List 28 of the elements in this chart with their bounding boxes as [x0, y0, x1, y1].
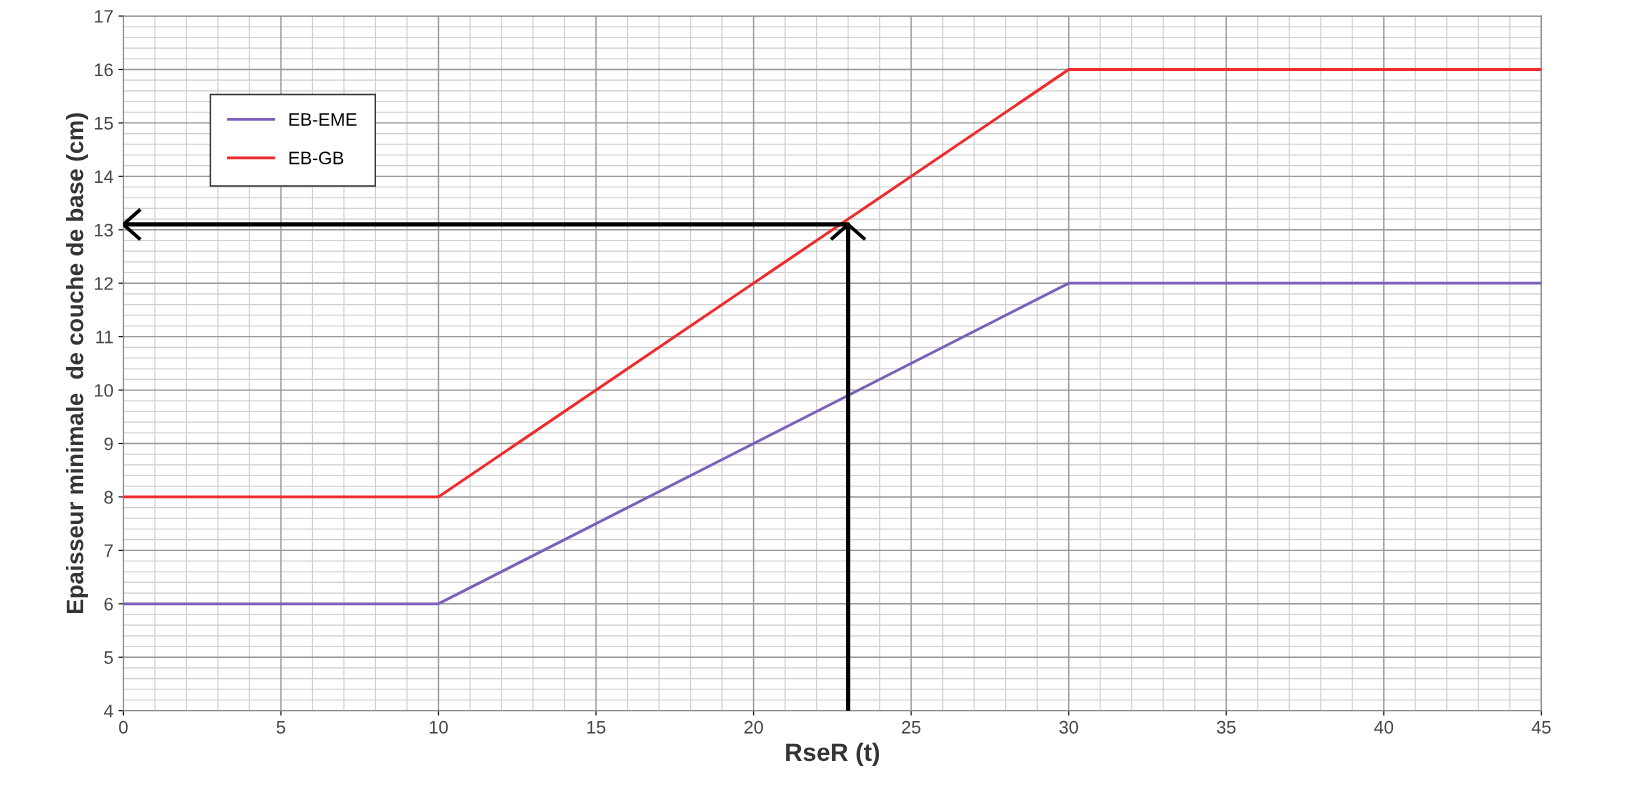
y-axis-title: Epaisseur minimale de couche de base (cm) — [66, 113, 89, 614]
x-tick-label: 10 — [429, 720, 448, 734]
y-tick-label: 8 — [104, 490, 113, 504]
y-tick-label: 9 — [104, 437, 113, 451]
y-tick-label: 11 — [96, 330, 113, 344]
x-tick-label: 35 — [1216, 720, 1236, 734]
y-tick-label: 15 — [94, 117, 113, 130]
y-tick-label: 6 — [104, 597, 113, 611]
x-axis-title: RseR (t) — [786, 742, 880, 767]
y-tick-label: 13 — [94, 223, 113, 237]
y-tick-label: 17 — [94, 10, 113, 23]
legend-label: EB-EME — [289, 113, 357, 126]
x-tick-label: 40 — [1374, 720, 1394, 734]
x-tick-label: 0 — [119, 720, 128, 734]
y-tick-label: 16 — [94, 63, 113, 77]
x-tick-label: 25 — [902, 720, 921, 734]
x-tick-label: 30 — [1059, 720, 1079, 734]
x-tick-label: 20 — [744, 720, 763, 734]
y-tick-label: 12 — [94, 277, 113, 290]
x-tick-label: 45 — [1531, 721, 1551, 734]
y-tick-label: 10 — [94, 384, 113, 397]
x-tick-label: 5 — [276, 721, 286, 734]
legend-label: EB-GB — [289, 151, 344, 165]
y-tick-label: 14 — [94, 170, 114, 183]
y-tick-label: 7 — [104, 544, 113, 557]
x-tick-label: 15 — [587, 721, 606, 734]
y-tick-label: 5 — [104, 651, 113, 664]
y-tick-label: 4 — [104, 704, 114, 718]
